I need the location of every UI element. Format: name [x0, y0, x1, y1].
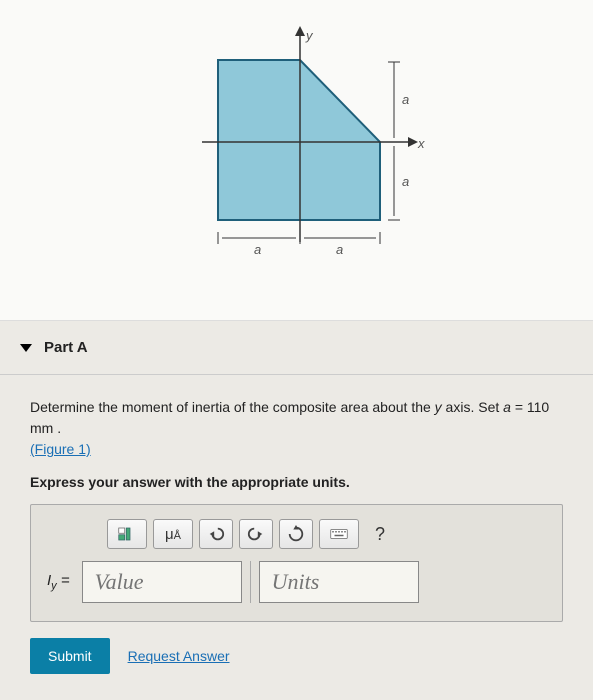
figure-area: y x a a a a — [0, 0, 593, 321]
svg-text:x: x — [417, 136, 425, 151]
svg-text:a: a — [254, 242, 261, 257]
answer-box: μÅ ? Iy = — [30, 504, 563, 622]
prompt-period: . — [53, 420, 61, 436]
prompt-text: Determine the moment of inertia of the c… — [30, 397, 563, 460]
help-button[interactable]: ? — [365, 519, 395, 549]
iy-eq: = — [57, 572, 70, 589]
content-area: Determine the moment of inertia of the c… — [0, 375, 593, 694]
svg-text:y: y — [305, 28, 314, 43]
svg-text:a: a — [402, 174, 409, 189]
section-header[interactable]: Part A — [0, 321, 593, 375]
iy-label: Iy = — [47, 572, 70, 592]
input-divider — [250, 561, 251, 603]
svg-text:a: a — [336, 242, 343, 257]
prompt-unit: mm — [30, 420, 53, 436]
figure-link[interactable]: (Figure 1) — [30, 441, 91, 457]
prompt-axis: y — [435, 399, 442, 415]
templates-button[interactable] — [107, 519, 147, 549]
caret-down-icon — [20, 344, 32, 352]
prompt-var: a — [503, 399, 511, 415]
submit-button[interactable]: Submit — [30, 638, 110, 674]
svg-text:a: a — [402, 92, 409, 107]
reset-button[interactable] — [279, 519, 313, 549]
value-input[interactable] — [82, 561, 242, 603]
express-instruction: Express your answer with the appropriate… — [30, 474, 563, 490]
keyboard-button[interactable] — [319, 519, 359, 549]
redo-button[interactable] — [239, 519, 273, 549]
actions-row: Submit Request Answer — [30, 638, 563, 674]
mu-a-button[interactable]: μÅ — [153, 519, 193, 549]
prompt-eq: = 110 — [511, 399, 549, 415]
part-label: Part A — [44, 339, 88, 356]
input-row: Iy = — [47, 561, 546, 603]
prompt-mid: axis. Set — [442, 399, 503, 415]
units-input[interactable] — [259, 561, 419, 603]
request-answer-link[interactable]: Request Answer — [128, 648, 230, 664]
toolbar: μÅ ? — [47, 519, 546, 549]
prompt-before: Determine the moment of inertia of the c… — [30, 399, 435, 415]
undo-button[interactable] — [199, 519, 233, 549]
composite-area-diagram: y x a a a a — [162, 20, 432, 290]
